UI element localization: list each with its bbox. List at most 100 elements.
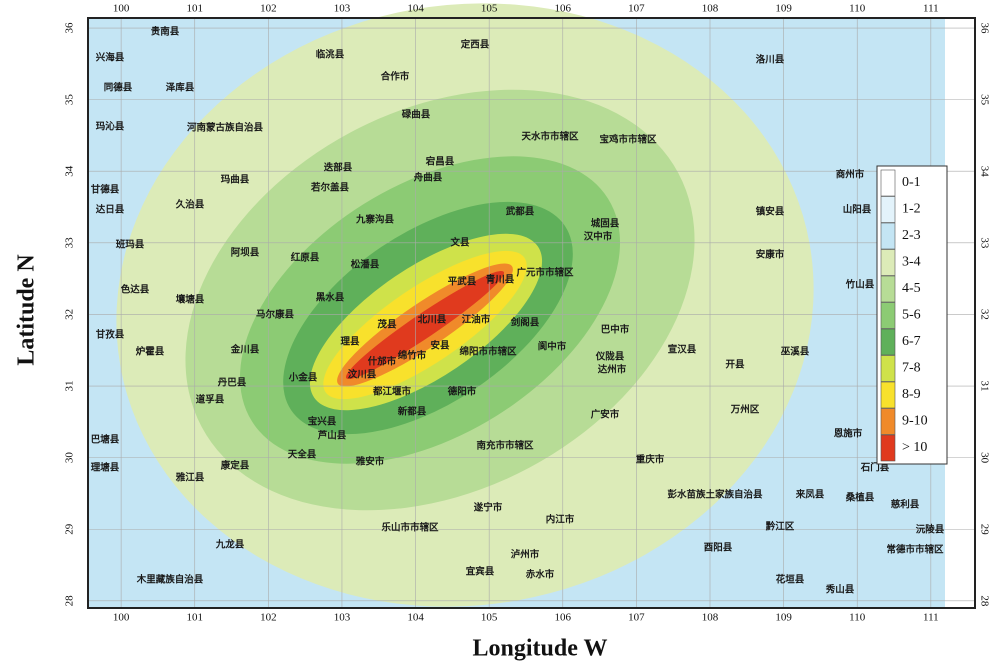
place-name: 宝兴县 (308, 416, 337, 428)
place-name: 芦山县 (318, 430, 347, 442)
place-name: 安康市 (756, 249, 785, 261)
place-name: 贵南县 (151, 26, 180, 38)
legend-swatch (881, 303, 895, 329)
place-name: 黔江区 (765, 521, 795, 533)
x-tick-label-bottom: 101 (186, 612, 203, 624)
place-name: 绵阳市市辖区 (459, 346, 517, 358)
place-name: 汉中市 (584, 231, 613, 243)
place-name: 洛川县 (756, 54, 785, 66)
x-tick-label-bottom: 109 (775, 612, 792, 624)
y-tick-label-right: 28 (978, 595, 990, 607)
place-name: 常德市市辖区 (886, 544, 944, 556)
place-name: 久治县 (176, 199, 205, 211)
place-name: 什邡市 (368, 356, 397, 368)
place-name: 酉阳县 (704, 543, 733, 554)
y-tick-label-right: 32 (978, 309, 990, 320)
place-name: 甘孜县 (96, 329, 125, 341)
place-name: 青川县 (486, 274, 515, 286)
x-tick-label-top: 111 (923, 3, 939, 15)
place-name: 慈利县 (891, 499, 920, 511)
legend-swatch (881, 170, 895, 196)
place-name: 城固县 (591, 218, 620, 230)
place-name: 炉霍县 (136, 346, 165, 358)
place-name: 遂宁市 (474, 502, 503, 514)
place-name: 舟曲县 (414, 172, 443, 184)
legend-swatch (881, 276, 895, 302)
place-name: 玛沁县 (96, 121, 125, 133)
place-name: 绵竹市 (398, 350, 427, 362)
place-name: 宕昌县 (425, 156, 455, 168)
y-tick-label-left: 36 (64, 22, 76, 33)
legend-label: 2-3 (902, 228, 921, 243)
legend-swatch (881, 409, 895, 435)
y-tick-label-left: 30 (64, 452, 76, 464)
x-tick-label-bottom: 103 (334, 612, 351, 624)
place-name: 彭水苗族土家族自治县 (667, 489, 763, 501)
place-name: 松潘县 (351, 259, 380, 271)
x-tick-label-top: 106 (555, 3, 572, 15)
place-name: 桑植县 (846, 492, 875, 504)
x-tick-label-top: 101 (186, 3, 203, 15)
place-name: 丹巴县 (218, 378, 247, 389)
y-tick-label-right: 36 (978, 23, 990, 34)
place-name: 若尔盖县 (310, 182, 350, 194)
legend-label: 1-2 (902, 202, 921, 217)
place-name: 巴塘县 (91, 434, 120, 446)
place-name: 南充市市辖区 (476, 440, 534, 452)
map-body (68, 0, 975, 661)
place-name: 玛曲县 (221, 174, 250, 186)
x-tick-label-bottom: 108 (702, 612, 719, 624)
y-tick-label-left: 35 (64, 94, 76, 106)
place-name: 竹山县 (845, 279, 875, 291)
legend-swatch (881, 356, 895, 382)
place-name: 九寨沟县 (355, 214, 395, 226)
place-name: 万州区 (730, 405, 760, 416)
place-name: 武都县 (506, 206, 535, 218)
place-name: 汶川县 (348, 369, 377, 381)
place-name: 阆中市 (538, 341, 567, 353)
place-name: 河南蒙古族自治县 (187, 122, 264, 134)
y-tick-label-right: 29 (978, 524, 990, 536)
y-tick-label-left: 29 (64, 523, 76, 535)
x-tick-label-bottom: 102 (260, 612, 277, 624)
place-name: 阿坝县 (231, 247, 260, 259)
place-name: 宣汉县 (668, 344, 697, 356)
place-name: 花垣县 (776, 574, 805, 586)
place-name: 内江市 (546, 514, 575, 526)
place-name: 迭部县 (324, 162, 353, 174)
place-name: 江油市 (462, 314, 491, 326)
legend-label: 6-7 (902, 334, 921, 349)
place-name: 广安市 (591, 409, 620, 421)
place-name: 广元市市辖区 (516, 267, 574, 279)
x-tick-label-top: 102 (260, 3, 277, 15)
place-name: 北川县 (418, 314, 447, 326)
y-tick-label-left: 34 (64, 165, 76, 177)
place-name: 巫溪县 (781, 346, 810, 358)
place-name: 黑水县 (316, 292, 345, 304)
x-tick-label-bottom: 100 (113, 612, 130, 624)
place-name: 达日县 (96, 204, 125, 216)
legend: 0-11-22-33-44-55-66-77-88-99-10> 10 (877, 166, 947, 464)
place-name: 达州市 (598, 364, 627, 376)
place-name: 来凤县 (795, 489, 825, 501)
place-name: 乐山市市辖区 (381, 522, 439, 534)
place-name: 宝鸡市市辖区 (599, 134, 657, 146)
place-name: 理塘县 (91, 462, 120, 474)
place-name: 木里藏族自治县 (136, 574, 204, 586)
place-name: 雅安市 (355, 456, 385, 468)
y-tick-label-left: 32 (64, 309, 76, 320)
place-name: 合作市 (381, 71, 410, 83)
place-name: 赤水市 (526, 569, 555, 581)
legend-label: 8-9 (902, 387, 921, 402)
place-name: 山阳县 (843, 204, 872, 216)
place-name: 新都县 (398, 406, 427, 418)
x-tick-label-top: 104 (407, 3, 424, 15)
place-name: 沅陵县 (916, 524, 945, 536)
place-name: 秀山县 (825, 584, 855, 596)
place-name: 九龙县 (215, 539, 245, 551)
x-tick-label-bottom: 104 (407, 612, 424, 624)
place-name: 理县 (340, 337, 360, 348)
place-name: 道孚县 (196, 394, 225, 406)
place-name: 天水市市辖区 (521, 131, 579, 143)
place-name: 文县 (449, 237, 470, 249)
